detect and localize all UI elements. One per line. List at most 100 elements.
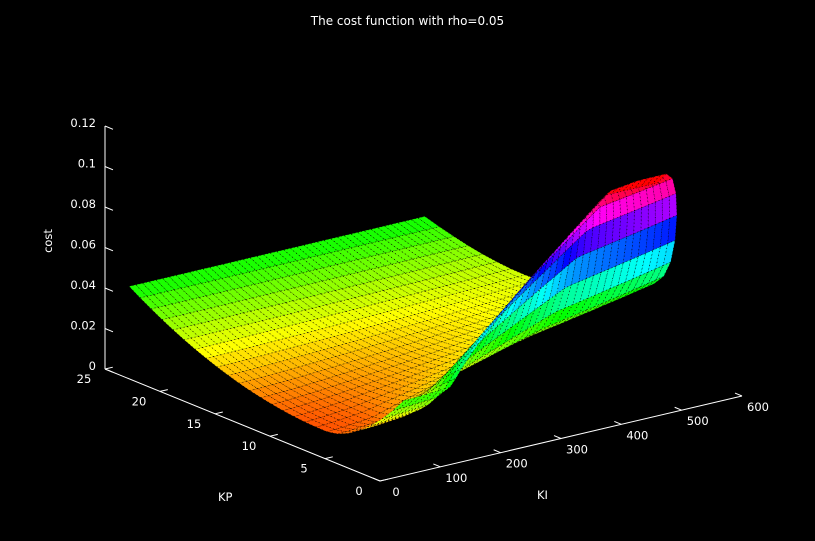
surface-quad (173, 287, 194, 302)
surface-quad (186, 284, 207, 298)
surface-quad (353, 412, 374, 421)
surface-quad (128, 284, 148, 299)
surface-quad (368, 292, 390, 303)
surface-quad (289, 345, 311, 357)
x-tick-label: 200 (506, 457, 528, 471)
surface-quad (535, 264, 543, 273)
surface-quad (367, 334, 389, 344)
surface-quad (585, 209, 594, 221)
surface-quad (297, 403, 319, 413)
surface-quad (367, 421, 386, 429)
surface-quad (430, 365, 453, 372)
x-tick-label: 0 (392, 485, 399, 499)
surface-quad (582, 210, 593, 221)
surface-quad (395, 404, 413, 416)
x-tick-label: 500 (687, 414, 709, 428)
surface-quad (546, 257, 559, 284)
surface-quad (373, 378, 395, 387)
surface-quad (354, 376, 376, 385)
surface-quad (647, 264, 664, 284)
surface-quad (256, 365, 278, 376)
surface-quad (356, 270, 379, 283)
surface-quad (200, 281, 221, 295)
surface-quad (403, 393, 422, 401)
surface-quad (320, 396, 341, 406)
y-tick-label: 20 (132, 394, 147, 408)
surface-quad (626, 210, 635, 238)
surface-quad (418, 267, 441, 279)
z-tick-label: 0.06 (70, 238, 96, 252)
surface-quad (301, 270, 323, 284)
surface-quad (431, 226, 455, 239)
x-axis-label: KI (537, 488, 548, 502)
surface-quad (662, 239, 676, 267)
axes (104, 125, 743, 482)
surface-quad (448, 367, 463, 382)
surface-quad (342, 407, 364, 416)
surface-quad (162, 276, 182, 291)
surface-quad (420, 310, 443, 319)
surface-quad (594, 287, 611, 308)
surface-quad (271, 402, 292, 412)
z-tick (104, 125, 114, 130)
surface-quad (556, 263, 570, 295)
x-tick (372, 477, 381, 482)
surface-quad (571, 278, 587, 306)
surface-quad (579, 216, 588, 228)
surface-quad (388, 406, 406, 418)
surface-quad (496, 326, 513, 349)
x-tick (553, 435, 562, 439)
surface-quad (296, 343, 318, 355)
surface-quad (481, 263, 505, 273)
surface-quad (411, 379, 433, 386)
surface-quad (431, 372, 448, 388)
surface-quad (241, 271, 263, 285)
surface-quad (571, 226, 581, 246)
surface-quad (526, 303, 543, 330)
surface-quad (591, 203, 601, 215)
surface-quad (313, 293, 335, 306)
surface-quad (361, 355, 383, 365)
surface-quad (356, 347, 379, 357)
surface-quad (632, 271, 649, 291)
surface-quad (374, 332, 397, 342)
surface-quad (403, 351, 425, 359)
surface-quad (422, 353, 445, 361)
x-tick (433, 463, 441, 468)
surface-quad (541, 275, 556, 306)
surface-quad (267, 393, 289, 403)
surface-quad (668, 192, 678, 219)
surface-quad (241, 347, 262, 359)
surface-quad (349, 259, 372, 272)
surface-quad (609, 281, 627, 301)
surface-quad (271, 361, 292, 372)
surface-quad (557, 239, 568, 260)
surface-quad (403, 283, 426, 294)
surface-quad (389, 328, 411, 338)
surface-quad (563, 300, 581, 321)
surface-quad (195, 268, 216, 283)
surface-quad (486, 320, 497, 331)
surface-quad (645, 223, 656, 254)
surface-quad (390, 274, 413, 286)
surface-quad (489, 320, 505, 344)
surface-quad (464, 356, 482, 370)
surface-quad (267, 372, 289, 383)
surface-quad (357, 401, 379, 410)
surface-quad (215, 263, 237, 278)
surface-quad (275, 263, 297, 277)
chart-title: The cost function with rho=0.05 (310, 14, 505, 28)
surface-quad (454, 359, 468, 373)
surface-quad (350, 404, 371, 413)
surface-quad (350, 232, 373, 245)
surface-quad (219, 352, 240, 364)
surface-quad (214, 278, 235, 292)
y-axis-label: KP (218, 490, 233, 504)
surface-quad (498, 305, 509, 316)
x-tick-label: 100 (445, 471, 467, 485)
surface-quad (465, 322, 489, 330)
surface-quad (540, 257, 549, 270)
surface-quad (322, 422, 344, 430)
surface-quad (593, 245, 606, 276)
surface-quad (655, 242, 669, 270)
